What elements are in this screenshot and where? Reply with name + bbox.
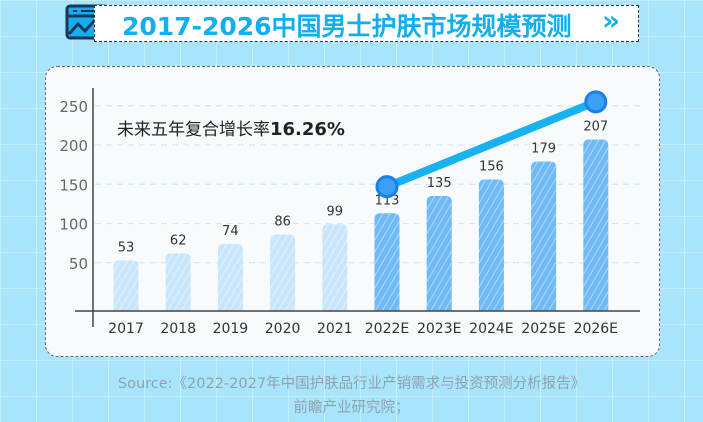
bar-stripes: [270, 234, 296, 311]
bar-stripes: [217, 243, 243, 311]
x-tick-label: 2017: [108, 321, 144, 337]
x-tick-label: 2024E: [469, 321, 513, 337]
data-label: 86: [274, 214, 291, 229]
data-label: 156: [479, 160, 504, 175]
x-tick-label: 2021: [317, 321, 353, 337]
source-line-2: 前瞻产业研究院；: [293, 400, 410, 416]
source-line-1: Source:《2022-2027年中国护肤品行业产销需求与投资预测分析报告》: [117, 376, 586, 392]
x-tick-label: 2022E: [365, 321, 409, 337]
bar-stripes: [478, 179, 504, 311]
x-tick-label: 2025E: [521, 321, 565, 337]
trend-dot: [375, 175, 399, 199]
data-label: 113: [375, 193, 400, 208]
title-box: [94, 5, 639, 42]
data-label: 53: [118, 240, 135, 255]
x-tick-label: 2023E: [417, 321, 461, 337]
cagr-annotation: 未来五年复合增长率16.26%: [117, 119, 345, 140]
bar-stripes: [165, 253, 191, 311]
bar-stripes: [531, 161, 557, 311]
data-label: 179: [531, 141, 556, 156]
trend-dot: [584, 90, 608, 114]
bar-stripes: [426, 196, 452, 311]
x-tick-label: 2020: [265, 321, 301, 337]
bar-stripes: [374, 213, 400, 311]
bar-stripes: [113, 260, 139, 311]
data-label: 207: [583, 120, 608, 135]
data-label: 62: [170, 233, 187, 248]
data-label: 99: [327, 204, 344, 219]
x-tick-label: 2026E: [574, 321, 618, 337]
bar-stripes: [583, 139, 609, 311]
trend-line: [383, 97, 600, 191]
x-tick-label: 2018: [160, 321, 196, 337]
y-tick-label: 100: [59, 216, 88, 234]
x-tick-label: 2019: [213, 321, 249, 337]
double-chevron-right-icon: »: [602, 4, 621, 37]
bar-stripes: [322, 224, 348, 311]
chart-title: 2017-2026中国男士护肤市场规模预测: [122, 12, 572, 41]
data-label: 135: [427, 176, 452, 191]
y-tick-label: 200: [59, 137, 88, 155]
data-label: 74: [222, 224, 239, 239]
y-tick-label: 250: [59, 98, 88, 116]
y-tick-label: 150: [59, 176, 88, 194]
y-tick-label: 50: [69, 255, 88, 273]
